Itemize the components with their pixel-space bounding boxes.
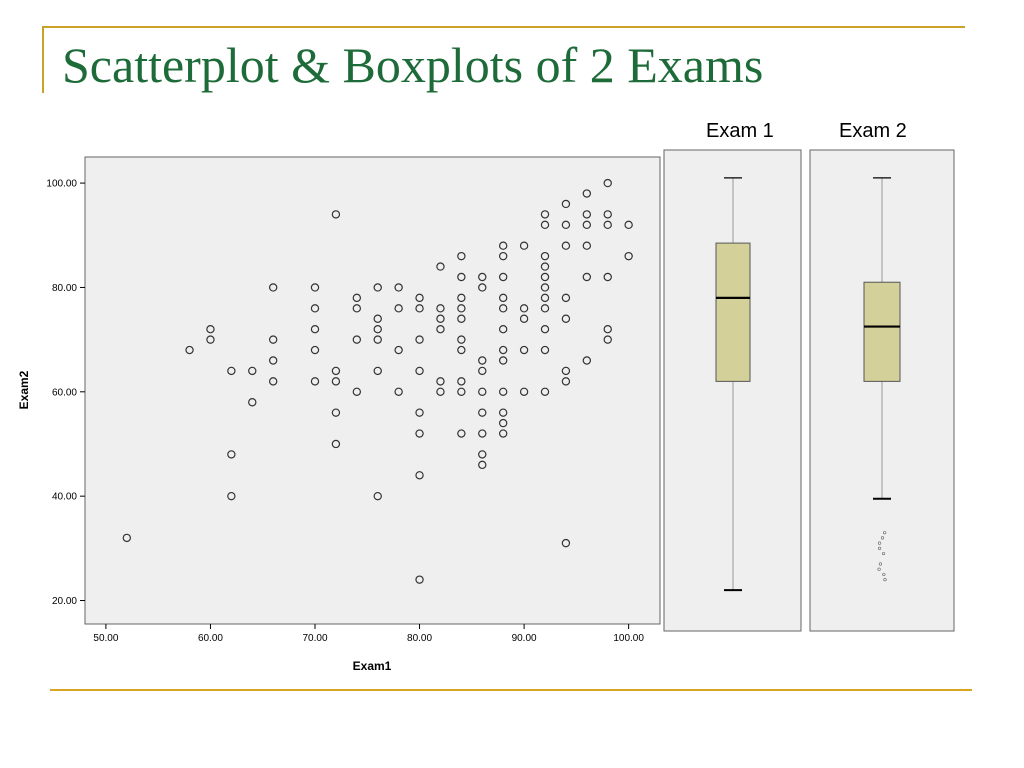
x-tick-label: 100.00 xyxy=(613,633,644,644)
scatter-plot: 50.00 60.00 70.00 80.00 90.00 100.00 20.00 40.… xyxy=(17,157,660,673)
box-iqr xyxy=(716,243,750,381)
box-iqr xyxy=(864,282,900,381)
scatter-plot-area xyxy=(85,157,660,624)
x-tick-label: 80.00 xyxy=(407,633,432,644)
y-tick-label: 40.00 xyxy=(52,492,77,503)
x-tick-label: 60.00 xyxy=(198,633,223,644)
y-tick-label: 20.00 xyxy=(52,596,77,607)
accent-line-bottom xyxy=(50,689,972,691)
x-tick-label: 70.00 xyxy=(302,633,327,644)
y-tick-label: 100.00 xyxy=(46,179,77,190)
x-axis-title: Exam1 xyxy=(353,659,392,673)
x-axis-ticks: 50.00 60.00 70.00 80.00 90.00 100.00 xyxy=(93,624,644,644)
y-tick-label: 60.00 xyxy=(52,387,77,398)
x-tick-label: 50.00 xyxy=(93,633,118,644)
y-tick-label: 80.00 xyxy=(52,283,77,294)
exam1-boxplot xyxy=(664,150,801,631)
exam2-boxplot xyxy=(810,150,954,631)
y-axis-ticks: 20.00 40.00 60.00 80.00 100.00 xyxy=(46,179,85,607)
x-tick-label: 90.00 xyxy=(512,633,537,644)
y-axis-title: Exam2 xyxy=(17,370,31,409)
